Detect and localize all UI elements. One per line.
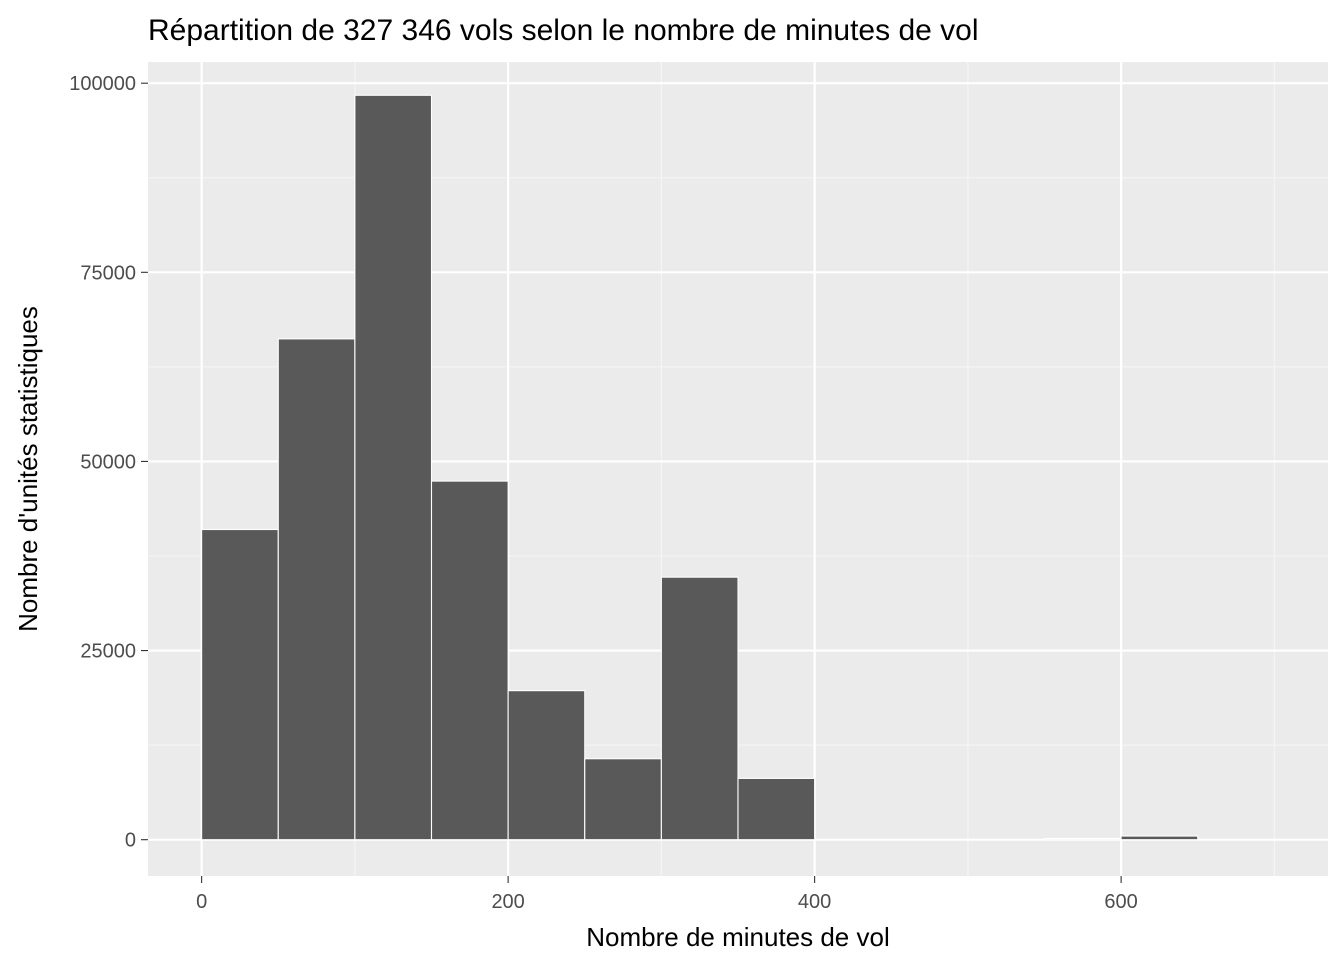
histogram-bar bbox=[584, 758, 662, 841]
x-axis-title: Nombre de minutes de vol bbox=[586, 922, 889, 952]
y-tick-label: 25000 bbox=[80, 641, 136, 663]
histogram-bar bbox=[430, 480, 509, 841]
y-tick-label: 50000 bbox=[80, 451, 136, 473]
y-tick-label: 0 bbox=[125, 830, 136, 852]
y-tick-label: 100000 bbox=[69, 73, 136, 95]
y-axis-title: Nombre d'unités statistiques bbox=[13, 306, 43, 632]
histogram-bar bbox=[737, 777, 816, 841]
chart-title: Répartition de 327 346 vols selon le nom… bbox=[148, 14, 979, 47]
histogram-bar bbox=[1043, 838, 1122, 841]
x-tick-label: 600 bbox=[1104, 891, 1137, 913]
x-tick-label: 200 bbox=[491, 891, 524, 913]
y-axis: 0 25000 50000 75000 100000 bbox=[69, 73, 148, 852]
histogram-bar bbox=[507, 690, 586, 841]
histogram-bars bbox=[201, 94, 1199, 841]
histogram-bar bbox=[660, 576, 739, 841]
histogram-bar bbox=[354, 94, 433, 841]
histogram-bar bbox=[201, 528, 279, 841]
x-tick-label: 400 bbox=[798, 891, 831, 913]
x-tick-label: 0 bbox=[196, 891, 207, 913]
histogram-bar bbox=[277, 338, 356, 841]
y-tick-label: 75000 bbox=[80, 262, 136, 284]
histogram-bar bbox=[1120, 835, 1199, 841]
x-axis: 0 200 400 600 bbox=[196, 876, 1138, 913]
